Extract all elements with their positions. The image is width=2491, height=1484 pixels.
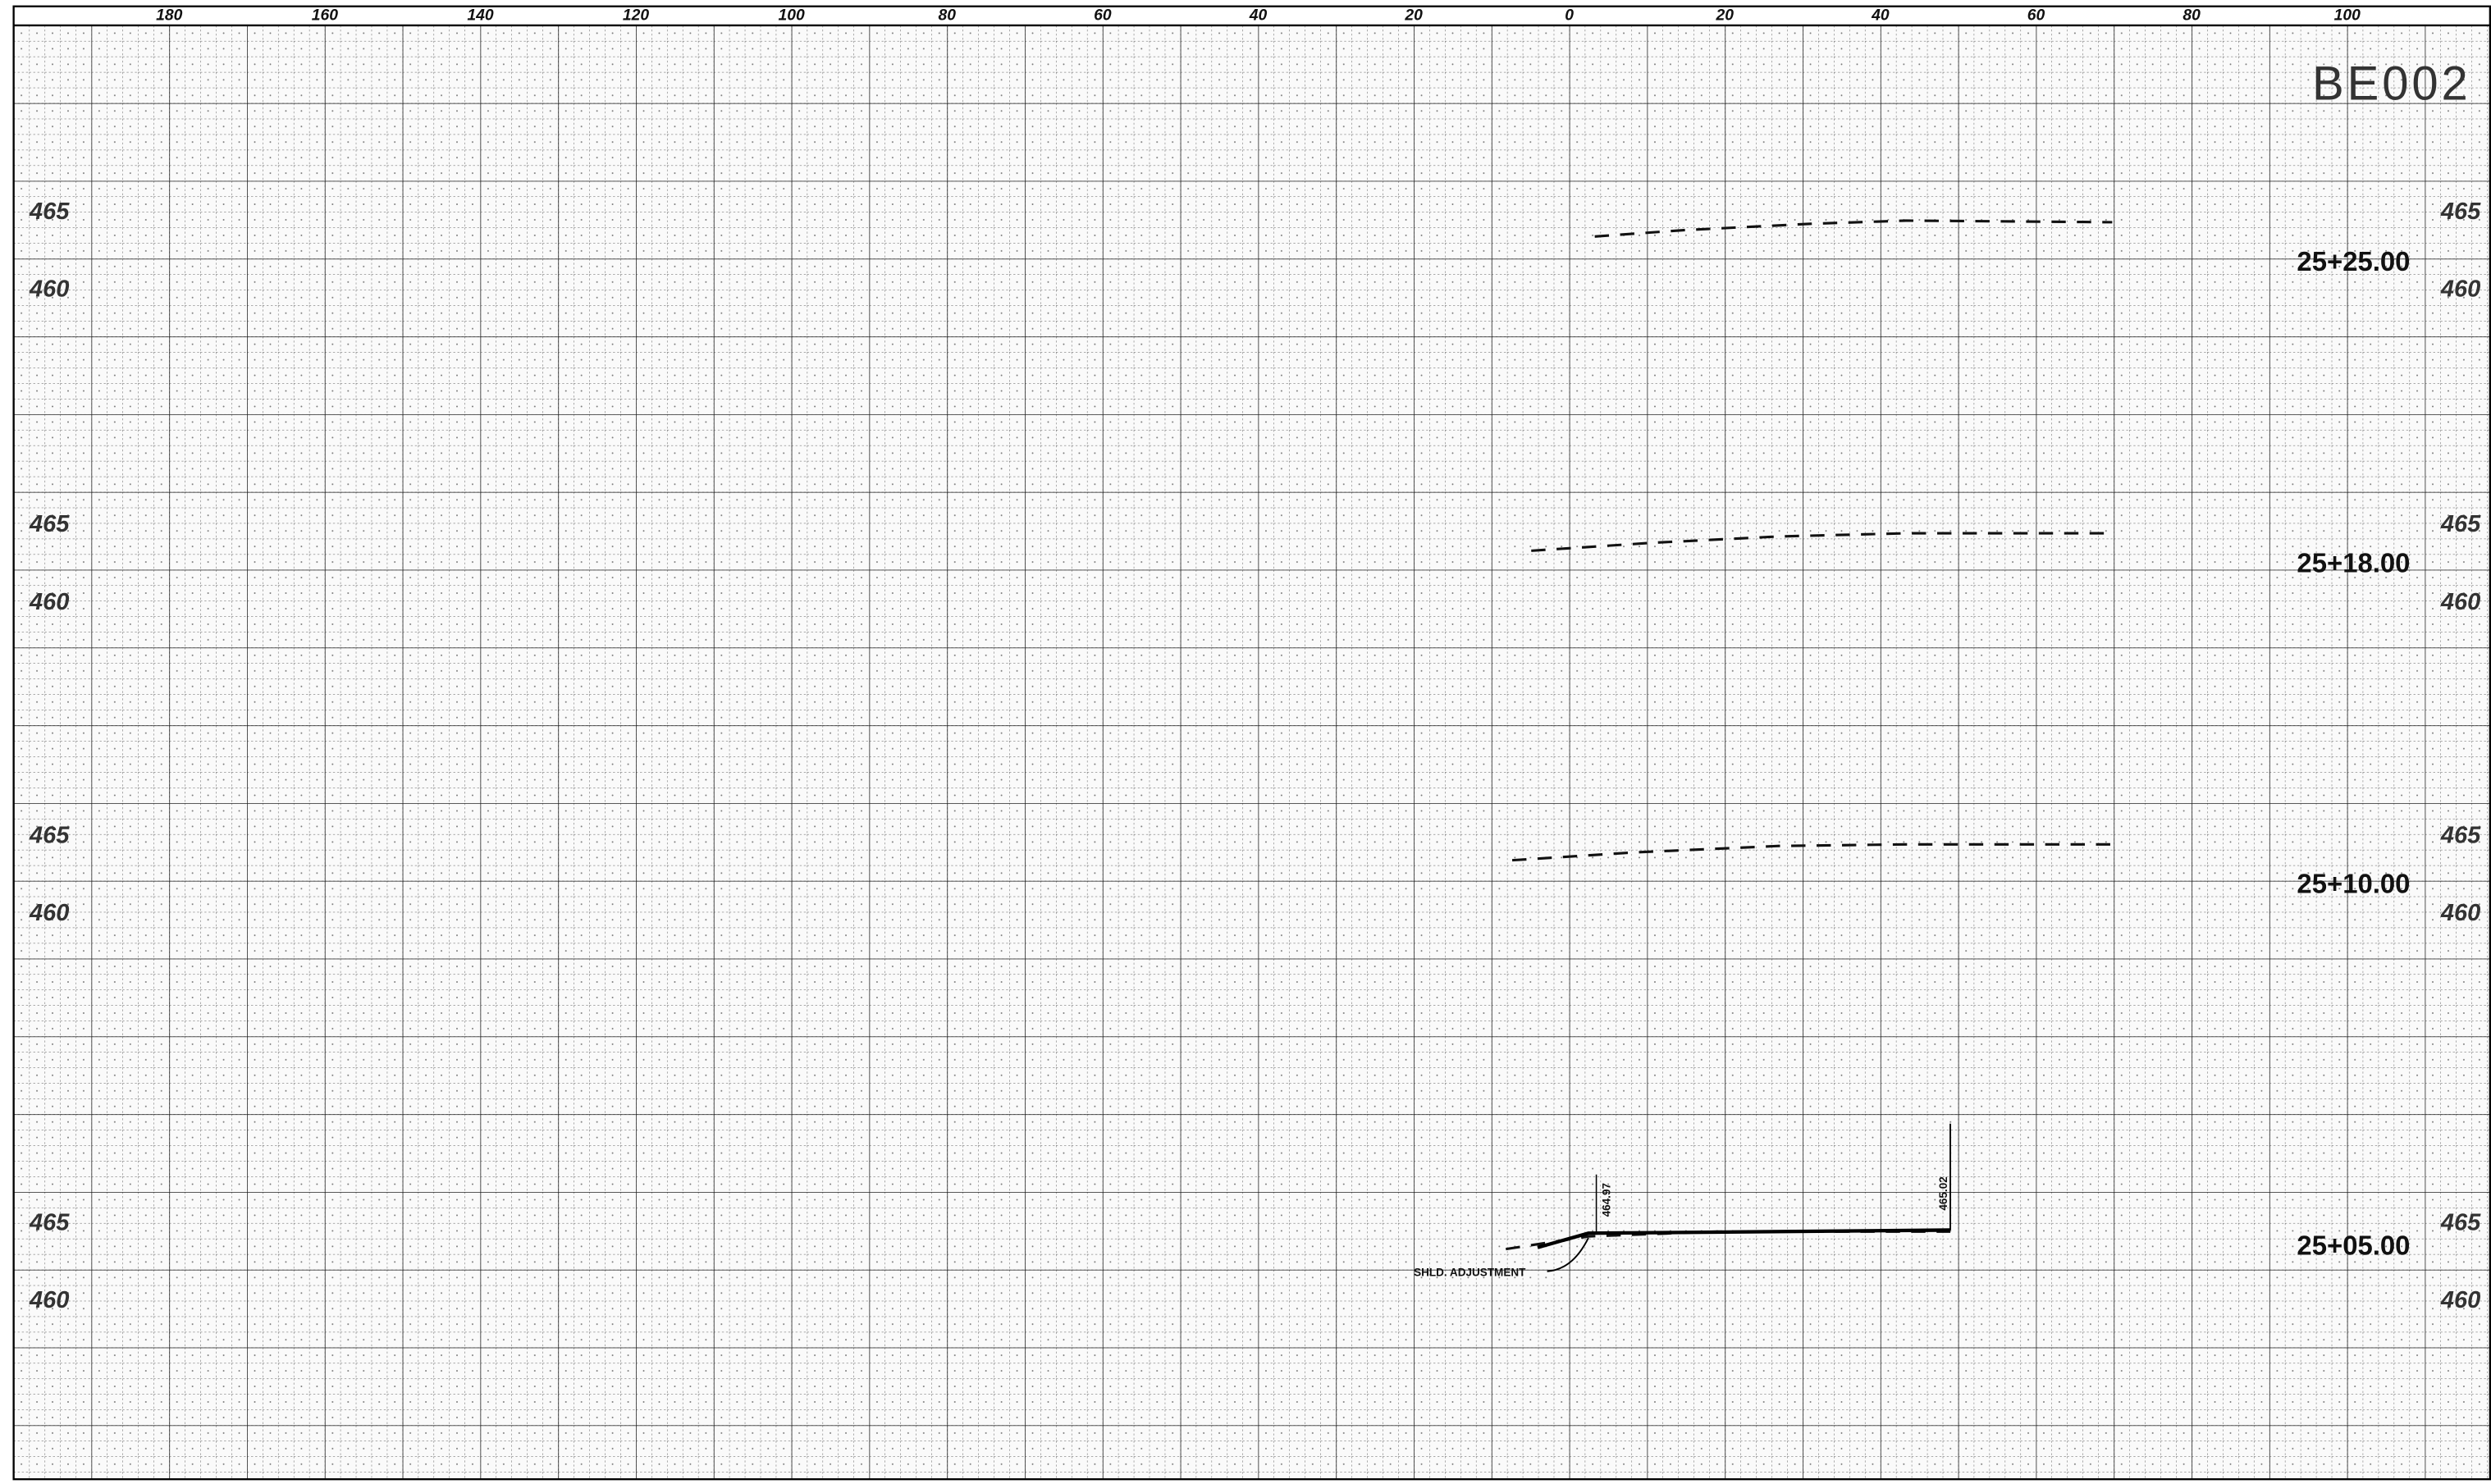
elevation-label: 460 [29, 276, 69, 303]
leader [1547, 1237, 1589, 1272]
ground-line [1594, 219, 2113, 238]
offset-label: 140 [467, 6, 493, 24]
sheet-number: BE002 [2312, 57, 2471, 111]
station-label: 25+10.00 [2297, 868, 2410, 898]
annotation: 465.02 [1937, 1176, 1949, 1210]
offset-label: 60 [1094, 6, 1112, 24]
grid-major [13, 25, 2490, 1480]
elevation-label: 465 [29, 1209, 70, 1235]
offset-label: 160 [312, 6, 338, 24]
station-label: 25+05.00 [2297, 1230, 2410, 1260]
elevation-label: 460 [2440, 276, 2480, 303]
elevation-label: 460 [2440, 589, 2480, 615]
offset-label: 40 [1871, 6, 1890, 24]
offset-label: 180 [156, 6, 182, 24]
offset-label: 100 [2334, 6, 2361, 24]
annotation: 464.97 [1601, 1183, 1613, 1217]
offset-label: 80 [2182, 6, 2201, 24]
station-label: 25+25.00 [2297, 246, 2410, 276]
ground-line [1511, 842, 2113, 862]
offset-label: 80 [939, 6, 957, 24]
proposed-section [1537, 1123, 1952, 1272]
border [12, 5, 2491, 1481]
offset-label: 20 [1404, 6, 1423, 24]
existing-ground [1506, 219, 2113, 1251]
offset-label: 0 [1565, 6, 1574, 24]
elevation-label: 460 [29, 589, 69, 615]
elevation-label: 465 [2440, 511, 2481, 537]
elevation-label: 465 [2440, 199, 2481, 225]
elevation-label: 465 [29, 199, 70, 225]
offset-label: 100 [779, 6, 805, 24]
elevation-label: 465 [2440, 822, 2481, 848]
elevation-label: 460 [29, 1287, 69, 1313]
offset-label: 40 [1249, 6, 1268, 24]
elevation-label: 460 [2440, 900, 2480, 926]
offset-label: 20 [1716, 6, 1735, 24]
annotation: SHLD. ADJUSTMENT [1414, 1266, 1526, 1278]
elevation-label: 460 [29, 900, 69, 926]
elevation-label: 460 [2440, 1287, 2480, 1313]
offset-label: 120 [623, 6, 649, 24]
proposed-line [1537, 1228, 1951, 1249]
elevation-label: 465 [29, 511, 70, 537]
elevation-label: 465 [2440, 1209, 2481, 1235]
ground-line [1531, 532, 2113, 552]
offset-label: 60 [2027, 6, 2045, 24]
elevation-label: 465 [29, 822, 70, 848]
station-label: 25+18.00 [2297, 547, 2410, 578]
